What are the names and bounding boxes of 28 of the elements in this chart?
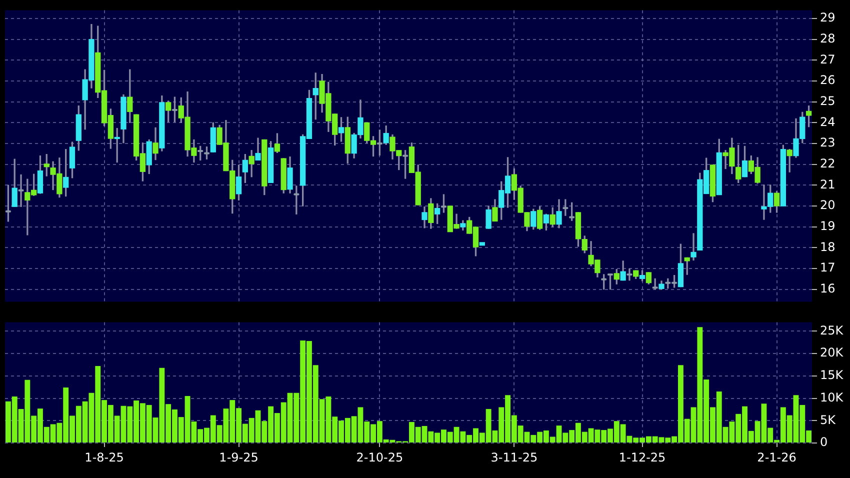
candlestick bbox=[690, 233, 696, 260]
y-tick-label: 23 bbox=[820, 136, 836, 150]
y-tick-label: 26 bbox=[820, 73, 836, 88]
y-tick-label: 25K bbox=[820, 323, 844, 338]
y-tick-label: 10K bbox=[820, 390, 844, 404]
x-tick-label: 2-1-26 bbox=[757, 450, 796, 464]
y-tick-label: 0 bbox=[820, 435, 828, 450]
x-tick-label: 1-12-25 bbox=[618, 450, 666, 464]
y-tick-label: 28 bbox=[820, 31, 836, 46]
y-tick-label: 25 bbox=[820, 94, 836, 108]
x-tick-label: 3-11-25 bbox=[490, 450, 538, 464]
y-tick-label: 16 bbox=[820, 281, 836, 296]
y-tick-label: 21 bbox=[820, 177, 836, 192]
y-tick-label: 27 bbox=[820, 52, 836, 66]
y-tick-label: 19 bbox=[820, 218, 836, 233]
y-tick-label: 15K bbox=[820, 368, 844, 382]
y-tick-label: 18 bbox=[820, 240, 836, 254]
y-tick-label: 5K bbox=[820, 412, 837, 427]
y-tick-label: 20K bbox=[820, 346, 844, 360]
x-tick-label: 1-9-25 bbox=[219, 450, 258, 464]
x-tick-label: 2-10-25 bbox=[356, 450, 404, 464]
y-tick-label: 29 bbox=[820, 10, 836, 25]
x-tick-label: 1-8-25 bbox=[84, 450, 124, 464]
y-tick-label: 22 bbox=[820, 156, 836, 170]
y-tick-label: 17 bbox=[820, 260, 836, 275]
candlestick bbox=[479, 242, 485, 246]
y-tick-label: 24 bbox=[820, 114, 836, 129]
y-tick-label: 20 bbox=[820, 198, 836, 212]
